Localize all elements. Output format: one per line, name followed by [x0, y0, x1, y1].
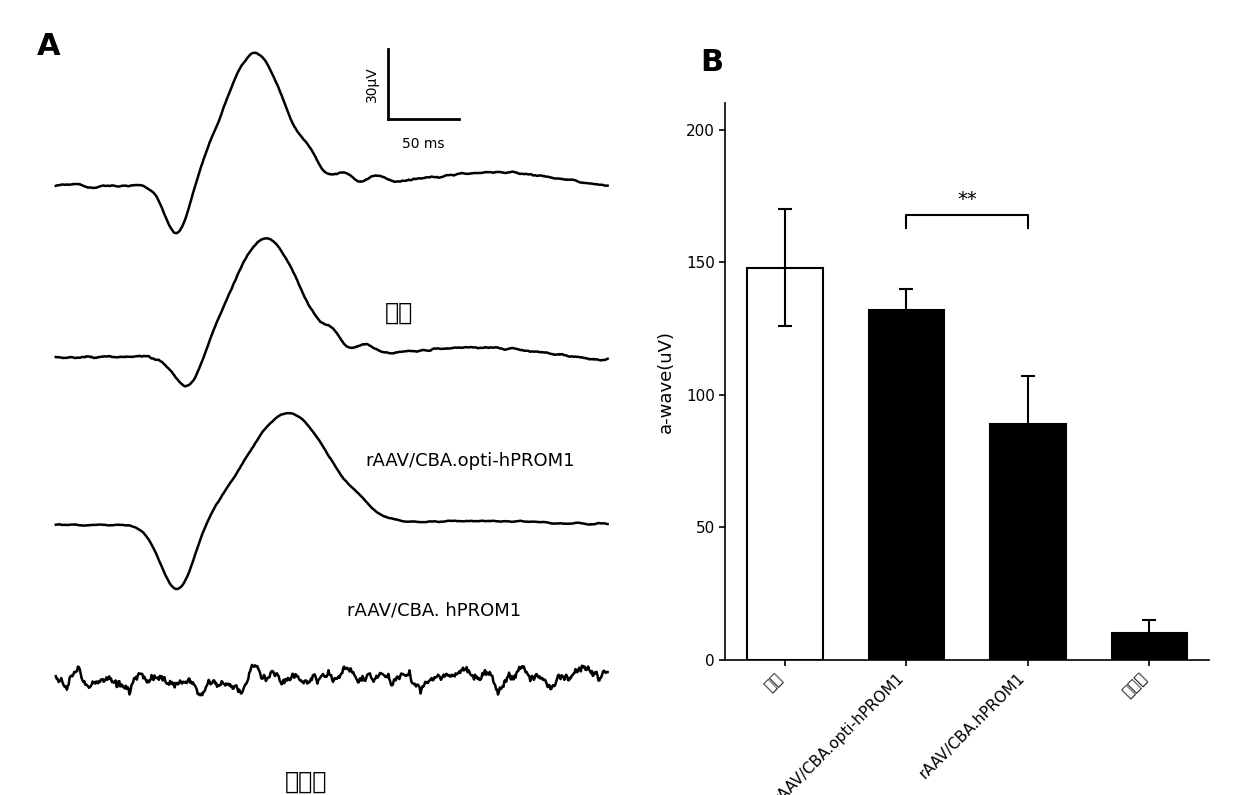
Text: rAAV/CBA. hPROM1: rAAV/CBA. hPROM1: [347, 602, 521, 620]
Text: 30μV: 30μV: [365, 67, 379, 102]
Bar: [1112, 634, 1187, 660]
Text: A: A: [37, 32, 61, 60]
Bar: [991, 424, 1065, 660]
Text: B: B: [701, 48, 724, 76]
Text: 未注射: 未注射: [285, 770, 327, 794]
Text: rAAV/CBA.opti-hPROM1: rAAV/CBA.opti-hPROM1: [366, 452, 575, 470]
Y-axis label: a-wave(uV): a-wave(uV): [657, 330, 675, 433]
Text: 正常: 正常: [384, 301, 413, 325]
Text: **: **: [957, 190, 977, 209]
Bar: [869, 310, 944, 660]
Bar: [748, 268, 822, 660]
Text: 50 ms: 50 ms: [402, 137, 444, 151]
